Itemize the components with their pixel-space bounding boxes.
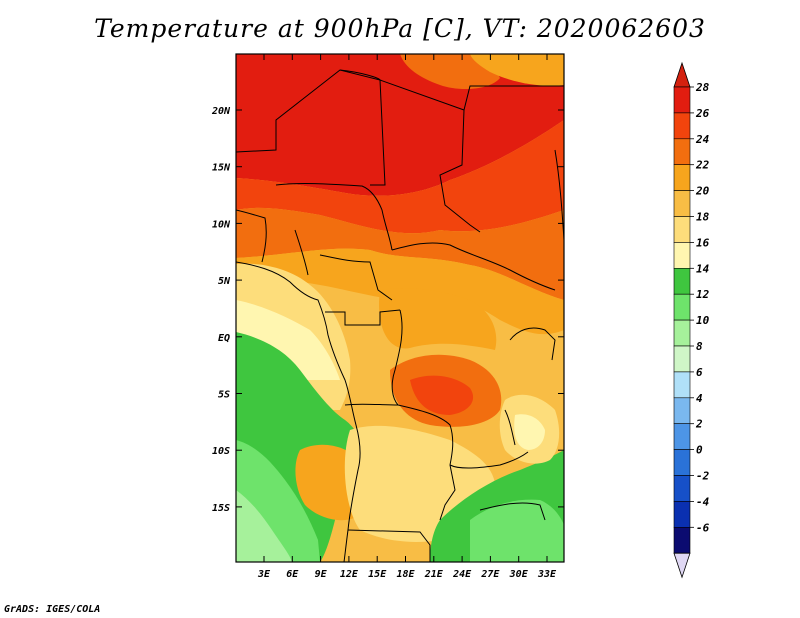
- colorbar-swatch: [673, 164, 691, 191]
- colorbar-label: -2: [696, 470, 710, 483]
- coastline-west: [236, 261, 361, 562]
- colorbar-label: 12: [696, 288, 710, 301]
- lat-label: 5N: [218, 276, 231, 287]
- colorbar-label: 22: [695, 159, 710, 172]
- colorbar-label: 2: [695, 418, 703, 431]
- field-ocean-palegreen: [236, 490, 292, 562]
- colorbar-top-arrow: [673, 61, 691, 88]
- colorbar-swatch: [673, 293, 691, 321]
- lat-label: 20N: [211, 106, 231, 117]
- colorbar-swatch: [673, 319, 691, 347]
- border-12: [509, 327, 556, 361]
- colorbar-label: -4: [696, 495, 710, 508]
- colorbar-swatch: [673, 475, 691, 502]
- lon-label: 9E: [315, 569, 328, 580]
- colorbar-swatch: [673, 501, 691, 528]
- colorbar-swatch: [673, 267, 691, 295]
- border-3: [339, 69, 381, 81]
- colorbar-swatch: [673, 112, 691, 140]
- field-northeast-orange: [400, 54, 500, 90]
- lon-label: 3E: [257, 569, 271, 580]
- lon-label: 33E: [537, 569, 557, 580]
- colorbar-label: 14: [696, 262, 710, 275]
- field-orange-band: [236, 207, 564, 300]
- border-8: [325, 309, 401, 326]
- lon-label: 24E: [452, 569, 472, 580]
- colorbar-swatch: [673, 397, 691, 424]
- border-6: [391, 242, 556, 291]
- border-14: [347, 529, 431, 562]
- longitude-axis: 3E 6E 9E 12E 15E 18E 21E 24E 27E 30E 33E: [257, 54, 557, 580]
- lon-label: 21E: [424, 569, 444, 580]
- border-4: [463, 85, 564, 111]
- field-northeast-amber: [470, 54, 564, 86]
- colorbar-swatch: [673, 526, 691, 554]
- colorbar-swatch: [673, 371, 691, 399]
- colorbar-swatch: [673, 216, 691, 243]
- colorbar-swatch: [673, 449, 691, 476]
- lon-label: 6E: [286, 569, 299, 580]
- lon-label: 18E: [396, 569, 415, 580]
- colorbar-swatch: [673, 86, 691, 114]
- border-10: [344, 403, 454, 466]
- border-16: [479, 502, 546, 521]
- border-13: [504, 409, 516, 446]
- field-central-orange: [379, 288, 497, 350]
- lat-label: 5S: [218, 390, 230, 401]
- field-southeast-light: [470, 499, 564, 562]
- field-east-pale: [514, 414, 545, 450]
- border-19: [554, 149, 564, 241]
- lon-label: 15E: [368, 569, 387, 580]
- map-figure: 20N 15N 10N 5N EQ 5S 10S 15S 3E 6E 9E 12E 15E 18E 21E…: [211, 53, 710, 580]
- lat-label: EQ: [218, 333, 230, 344]
- colorbar-label: 10: [696, 314, 710, 327]
- colorbar-label: 4: [696, 392, 703, 405]
- country-borders: [236, 69, 564, 562]
- colorbar-label: 18: [696, 211, 710, 224]
- lon-label: 27E: [480, 569, 500, 580]
- map-title: Temperature at 900hPa [C], VT: 202006260…: [94, 14, 706, 43]
- field-central-inner: [410, 375, 474, 415]
- colorbar-swatch: [673, 138, 691, 166]
- lat-label: 10N: [212, 219, 231, 230]
- border-5: [275, 182, 393, 251]
- colorbar-bottom-arrow: [673, 552, 691, 579]
- colorbar-swatch: [673, 423, 691, 450]
- colorbar-label: 26: [695, 107, 710, 120]
- border-17: [236, 209, 267, 263]
- temperature-field: [236, 54, 564, 562]
- border-7: [319, 254, 393, 301]
- lat-label: 10S: [212, 446, 230, 457]
- lon-label: 12E: [340, 569, 359, 580]
- colorbar-label: 8: [696, 340, 703, 353]
- lon-label: 30E: [509, 569, 529, 580]
- lat-label: 15S: [212, 503, 230, 514]
- field-north-warm: [236, 120, 564, 234]
- border-18: [294, 229, 309, 276]
- colorbar-label: 24: [695, 133, 710, 146]
- grads-credit: GrADS: IGES/COLA: [4, 604, 101, 615]
- colorbar-label: 20: [695, 185, 710, 198]
- colorbar-label: 28: [695, 81, 710, 94]
- latitude-axis: 20N 15N 10N 5N EQ 5S 10S 15S: [211, 106, 564, 514]
- border-9: [391, 309, 403, 406]
- map-frame: [235, 53, 565, 563]
- lat-label: 15N: [212, 163, 231, 174]
- field-north-hot: [236, 54, 564, 196]
- colorbar-label: 16: [696, 236, 710, 249]
- colorbar-swatch: [673, 242, 691, 269]
- colorbar-label: 6: [696, 366, 703, 379]
- colorbar-label: 0: [696, 444, 703, 457]
- border-15: [439, 464, 456, 521]
- border-11: [449, 451, 529, 469]
- colorbar-label: -6: [696, 521, 710, 534]
- colorbar-swatch: [673, 345, 691, 373]
- colorbar-swatch: [673, 190, 691, 217]
